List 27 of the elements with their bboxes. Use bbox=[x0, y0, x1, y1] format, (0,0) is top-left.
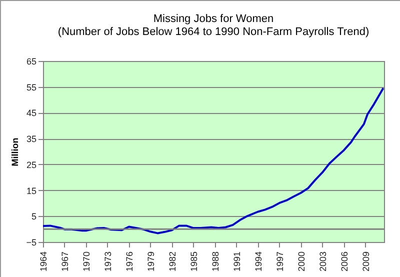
x-tick-label: 1997 bbox=[274, 252, 285, 272]
x-tick-label: 1970 bbox=[81, 252, 92, 272]
y-tick-label: 25 bbox=[26, 160, 36, 170]
y-axis-title: Million bbox=[10, 138, 20, 166]
y-tick-label: 35 bbox=[26, 134, 36, 144]
x-tick-label: 1985 bbox=[188, 252, 199, 272]
y-tick-label: 55 bbox=[26, 82, 36, 92]
y-tick-label: 5 bbox=[31, 212, 36, 222]
x-tick-label: 1964 bbox=[38, 252, 48, 272]
y-tick-label: −5 bbox=[26, 238, 36, 248]
chart-title: Missing Jobs for Women bbox=[153, 13, 274, 25]
x-tick-label: 1979 bbox=[146, 252, 156, 272]
x-tick-label: 1982 bbox=[167, 252, 178, 272]
x-tick-label: 1976 bbox=[124, 252, 134, 272]
x-tick-label: 2006 bbox=[339, 252, 350, 272]
x-tick-label: 1973 bbox=[102, 252, 113, 272]
x-tick-label: 1991 bbox=[232, 252, 242, 272]
x-tick-label: 2003 bbox=[318, 252, 328, 272]
y-tick-label: 65 bbox=[26, 56, 36, 66]
y-tick-label: 15 bbox=[26, 186, 36, 196]
y-tick-label: 45 bbox=[26, 108, 36, 118]
x-tick-label: 2000 bbox=[296, 252, 306, 272]
x-tick-label: 1967 bbox=[60, 252, 70, 272]
x-tick-label: 1994 bbox=[253, 252, 264, 272]
chart-subtitle: (Number of Jobs Below 1964 to 1990 Non-Farm Payrolls Trend) bbox=[58, 26, 370, 38]
x-tick-label: 1988 bbox=[210, 252, 220, 272]
x-tick-label: 2009 bbox=[360, 252, 371, 272]
